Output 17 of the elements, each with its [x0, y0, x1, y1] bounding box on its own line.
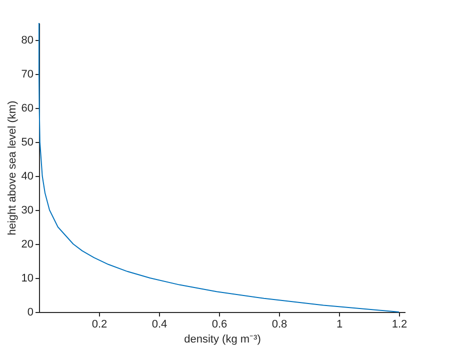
y-axis-title: height above sea level (km) [6, 100, 18, 236]
y-tick-label: 60 [21, 102, 34, 114]
y-tick-label: 0 [27, 306, 34, 318]
y-tick-label: 50 [21, 136, 34, 148]
y-tick-label: 80 [21, 34, 34, 46]
y-tick-label: 70 [21, 68, 34, 80]
x-tick-label: 0.8 [272, 318, 288, 330]
x-tick-label: 0.4 [152, 318, 168, 330]
y-tick-label: 10 [21, 272, 34, 284]
x-tick-label: 0.2 [92, 318, 108, 330]
x-axis-title: density (kg m⁻³) [184, 334, 261, 346]
y-tick-label: 20 [21, 238, 34, 250]
x-tick-label: 0.6 [212, 318, 228, 330]
x-tick-label: 1.2 [392, 318, 408, 330]
x-tick-label: 1 [336, 318, 343, 330]
y-tick-label: 30 [21, 204, 34, 216]
y-tick-label: 40 [21, 170, 34, 182]
